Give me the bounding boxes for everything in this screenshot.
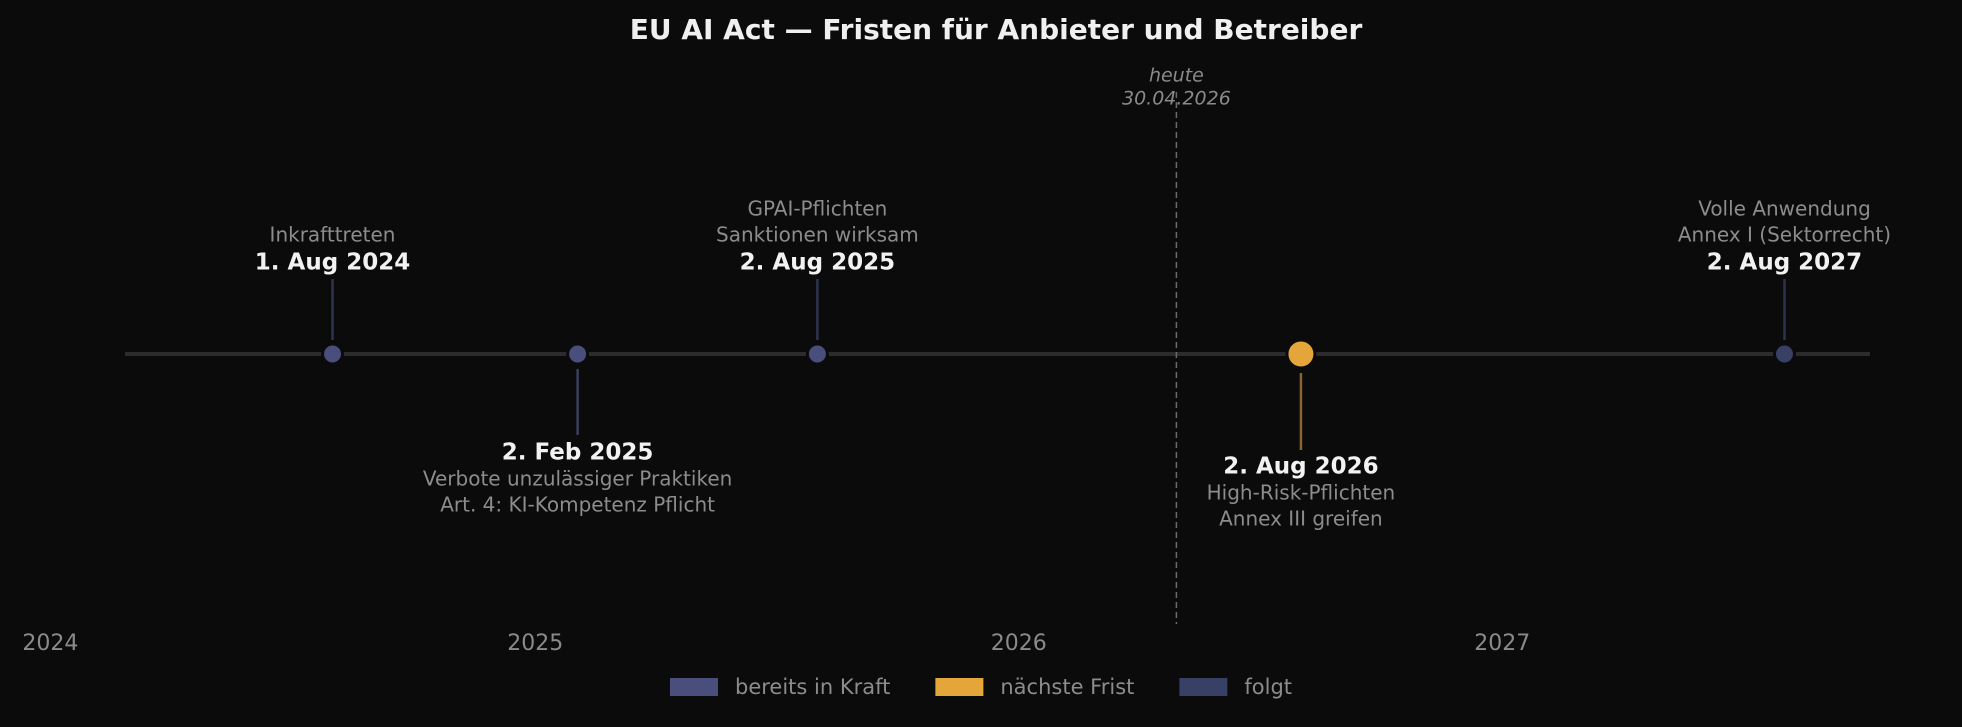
- x-tick-label: 2027: [1474, 631, 1530, 656]
- event-date: 2. Aug 2026: [1223, 454, 1378, 480]
- event-marker: [1772, 342, 1796, 366]
- legend-label: folgt: [1244, 675, 1292, 699]
- event-date: 2. Aug 2025: [740, 250, 895, 276]
- event-description: Annex I (Sektorrecht): [1678, 223, 1891, 247]
- event-description: Volle Anwendung: [1698, 197, 1871, 221]
- event-description: Inkrafttreten: [270, 223, 396, 247]
- event-description: High-Risk-Pflichten: [1207, 481, 1396, 505]
- chart-title: EU AI Act — Fristen für Anbieter und Bet…: [630, 13, 1363, 46]
- legend-swatch: [935, 678, 984, 696]
- event-marker: [805, 342, 829, 366]
- x-tick-label: 2026: [991, 631, 1047, 656]
- event-date: 2. Feb 2025: [502, 440, 654, 466]
- legend-label: bereits in Kraft: [735, 675, 890, 699]
- event-marker: [566, 342, 590, 366]
- x-tick-label: 2025: [507, 631, 563, 656]
- legend-label: nächste Frist: [1000, 675, 1134, 699]
- event-description: Sanktionen wirksam: [716, 223, 919, 247]
- event-description: Verbote unzulässiger Praktiken: [423, 467, 732, 491]
- event-marker: [1285, 338, 1317, 370]
- event-description: GPAI-Pflichten: [747, 197, 887, 221]
- today-date: 30.04.2026: [1122, 88, 1231, 110]
- event-description: Art. 4: KI-Kompetenz Pflicht: [440, 493, 715, 517]
- x-tick-label: 2024: [22, 631, 78, 656]
- today-label: heute: [1149, 65, 1204, 87]
- event-date: 1. Aug 2024: [255, 250, 410, 276]
- event-date: 2. Aug 2027: [1707, 250, 1862, 276]
- event-marker: [321, 342, 345, 366]
- legend-swatch: [1179, 678, 1228, 696]
- legend-swatch: [669, 678, 718, 696]
- event-description: Annex III greifen: [1219, 507, 1383, 531]
